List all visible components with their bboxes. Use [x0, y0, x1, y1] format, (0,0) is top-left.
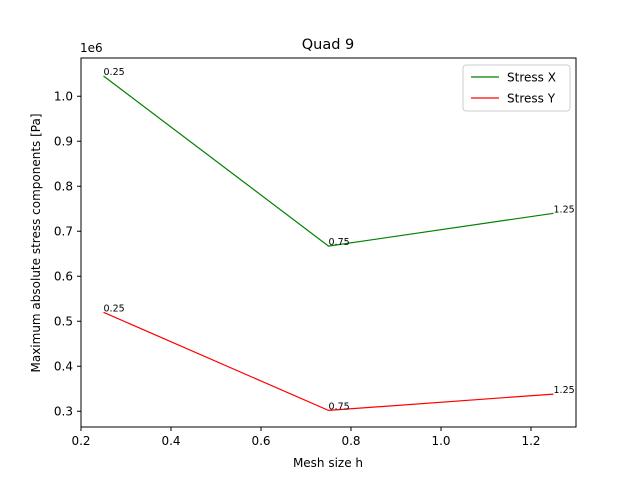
point-label: 0.25	[104, 67, 125, 78]
y-tick-label: 0.8	[54, 179, 73, 193]
point-label: 0.75	[329, 401, 350, 412]
y-tick-label: 0.5	[54, 314, 73, 328]
x-tick-label: 0.8	[341, 434, 360, 448]
axes-frame	[80, 57, 577, 428]
point-label: 1.25	[554, 385, 575, 396]
y-axis-offset-label: 1e6	[80, 41, 103, 55]
y-tick-label: 1.0	[54, 89, 73, 103]
legend-label-2: Stress Y	[507, 92, 556, 106]
x-tick-label: 0.4	[161, 434, 180, 448]
y-tick-label: 0.4	[54, 359, 73, 373]
y-tick-label: 0.3	[54, 404, 73, 418]
y-axis-ticks: 0.3 0.4 0.5 0.6 0.7 0.8 0.9 1.0	[54, 89, 81, 418]
x-tick-label: 1.2	[521, 434, 540, 448]
point-labels-layer: 0.25 0.75 1.25 0.25 0.75 1.25	[104, 67, 575, 412]
point-label: 0.25	[104, 303, 125, 314]
point-label: 1.25	[554, 204, 575, 215]
y-tick-label: 0.6	[54, 269, 73, 283]
x-tick-label: 0.2	[71, 434, 90, 448]
x-tick-label: 1.0	[431, 434, 450, 448]
x-tick-label: 0.6	[251, 434, 270, 448]
legend: Stress X Stress Y	[462, 64, 571, 112]
series-line-1	[103, 75, 554, 247]
y-tick-label: 0.7	[54, 224, 73, 238]
chart-title: Quad 9	[302, 37, 355, 53]
y-tick-label: 0.9	[54, 134, 73, 148]
x-axis-ticks: 0.2 0.4 0.6 0.8 1.0 1.2	[71, 427, 541, 448]
series-line-2	[103, 311, 554, 412]
legend-label-1: Stress X	[507, 71, 556, 85]
x-axis-label: Mesh size h	[293, 456, 363, 470]
point-label: 0.75	[329, 237, 350, 248]
series-layer	[103, 75, 554, 412]
y-axis-label: Maximum absolute stress components [Pa]	[29, 113, 43, 372]
